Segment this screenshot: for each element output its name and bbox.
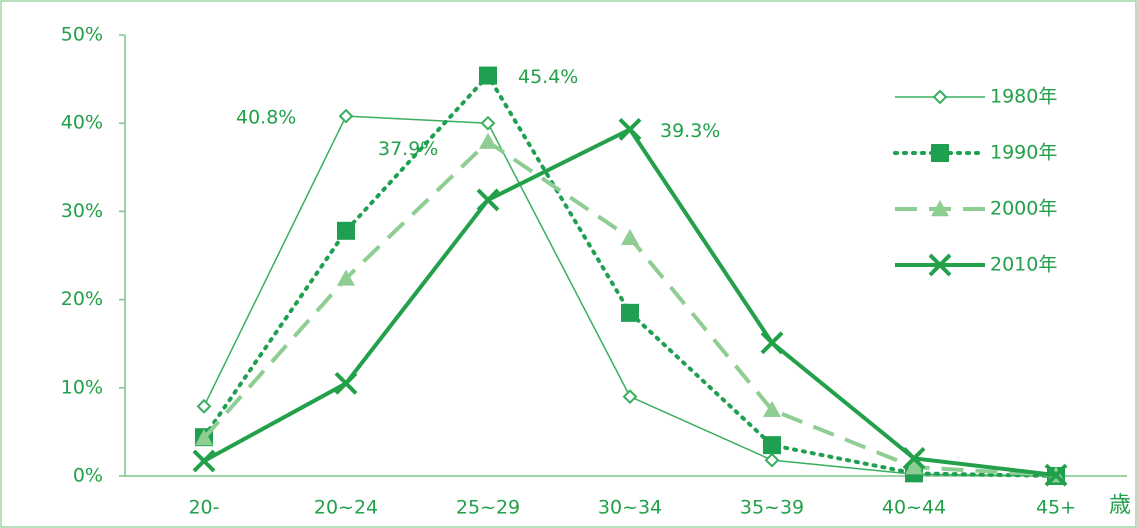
data-point (622, 389, 638, 405)
y-tick-label: 0% (73, 465, 103, 487)
legend-marker (928, 253, 952, 277)
x-tick-label: 45+ (1036, 497, 1076, 519)
legend-label: 2000年 (990, 198, 1057, 220)
x-tick-label: 40~44 (882, 497, 946, 519)
data-point (337, 269, 355, 286)
x-tick-label: 30~34 (598, 497, 662, 519)
data-point (764, 452, 780, 468)
data-point (480, 115, 496, 131)
data-label: 40.8% (236, 107, 296, 129)
y-tick-label: 30% (61, 200, 103, 222)
x-axis-label: 歳 (1109, 493, 1131, 518)
legend-label: 1980年 (990, 86, 1057, 108)
x-tick-label: 25~29 (456, 497, 520, 519)
x-tick-label: 20~24 (314, 497, 378, 519)
x-tick-label: 35~39 (740, 497, 804, 519)
data-point (621, 303, 639, 322)
data-point (763, 436, 781, 455)
series-line (202, 72, 1058, 478)
data-point (479, 66, 497, 85)
legend-label: 1990年 (990, 142, 1057, 164)
data-point (1044, 463, 1068, 487)
data-label: 37.9% (378, 138, 438, 160)
y-tick-label: 20% (61, 288, 103, 310)
data-point (621, 228, 639, 246)
data-point (196, 398, 212, 414)
series-line (203, 126, 1057, 478)
y-tick-label: 40% (61, 112, 103, 134)
data-label: 39.3% (660, 120, 720, 142)
x-tick-label: 20- (188, 497, 219, 519)
legend-marker (931, 200, 949, 217)
y-tick-label: 10% (61, 376, 103, 398)
data-point (334, 371, 358, 395)
data-point (192, 449, 216, 473)
legend-marker (931, 144, 949, 162)
data-point (476, 188, 500, 212)
data-point (618, 117, 642, 141)
legend-marker (932, 89, 948, 105)
data-point (763, 400, 781, 418)
y-tick-label: 50% (61, 24, 103, 46)
data-label: 45.4% (518, 66, 578, 88)
data-point (195, 429, 213, 446)
data-point (902, 446, 926, 470)
data-point (905, 458, 923, 475)
legend-label: 2010年 (990, 254, 1057, 276)
data-point (337, 221, 355, 240)
data-point (338, 108, 354, 124)
data-point (760, 331, 784, 355)
data-point (479, 132, 497, 149)
